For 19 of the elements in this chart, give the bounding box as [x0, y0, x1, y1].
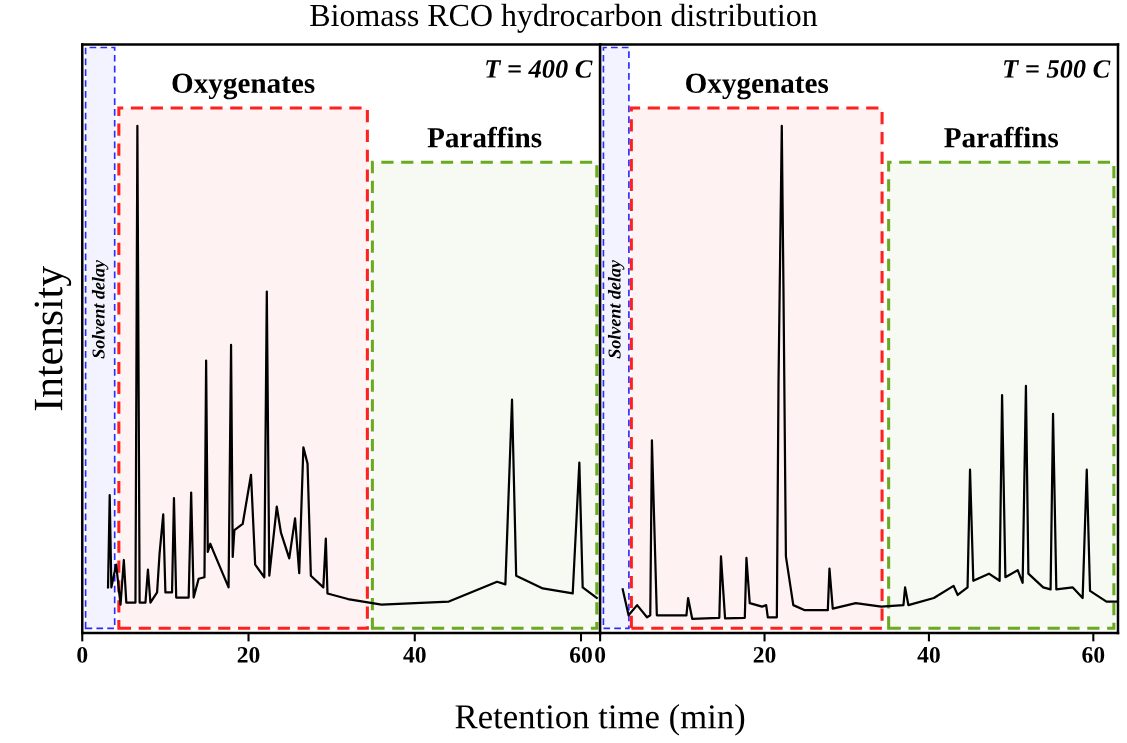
band-label: Solvent delay	[91, 259, 109, 359]
band-label: Paraffins	[427, 126, 542, 148]
x-tick-label: 0	[77, 646, 88, 663]
x-tick-label: 20	[753, 646, 776, 663]
text: T = 400 C	[486, 60, 593, 78]
x-tick-label: 60	[570, 646, 592, 663]
x-tick-label: 20	[237, 646, 260, 663]
chart-title: Biomass RCO hydrocarbon distribution	[310, 3, 818, 33]
x-tick-label: 40	[917, 646, 940, 663]
band-label: Paraffins	[944, 126, 1059, 148]
text: T = 500 C	[1004, 60, 1111, 78]
band-label: Solvent delay	[607, 259, 625, 359]
x-tick-label: 40	[403, 646, 426, 663]
x-tick-label: 0	[595, 646, 606, 663]
y-axis-title: Intensity	[34, 266, 72, 411]
x-axis-title: Retention time (min)	[455, 704, 745, 736]
x-tick-label: 60	[1082, 646, 1105, 663]
band-label: Oxygenates	[686, 73, 829, 100]
band-label: Oxygenates	[172, 73, 315, 100]
